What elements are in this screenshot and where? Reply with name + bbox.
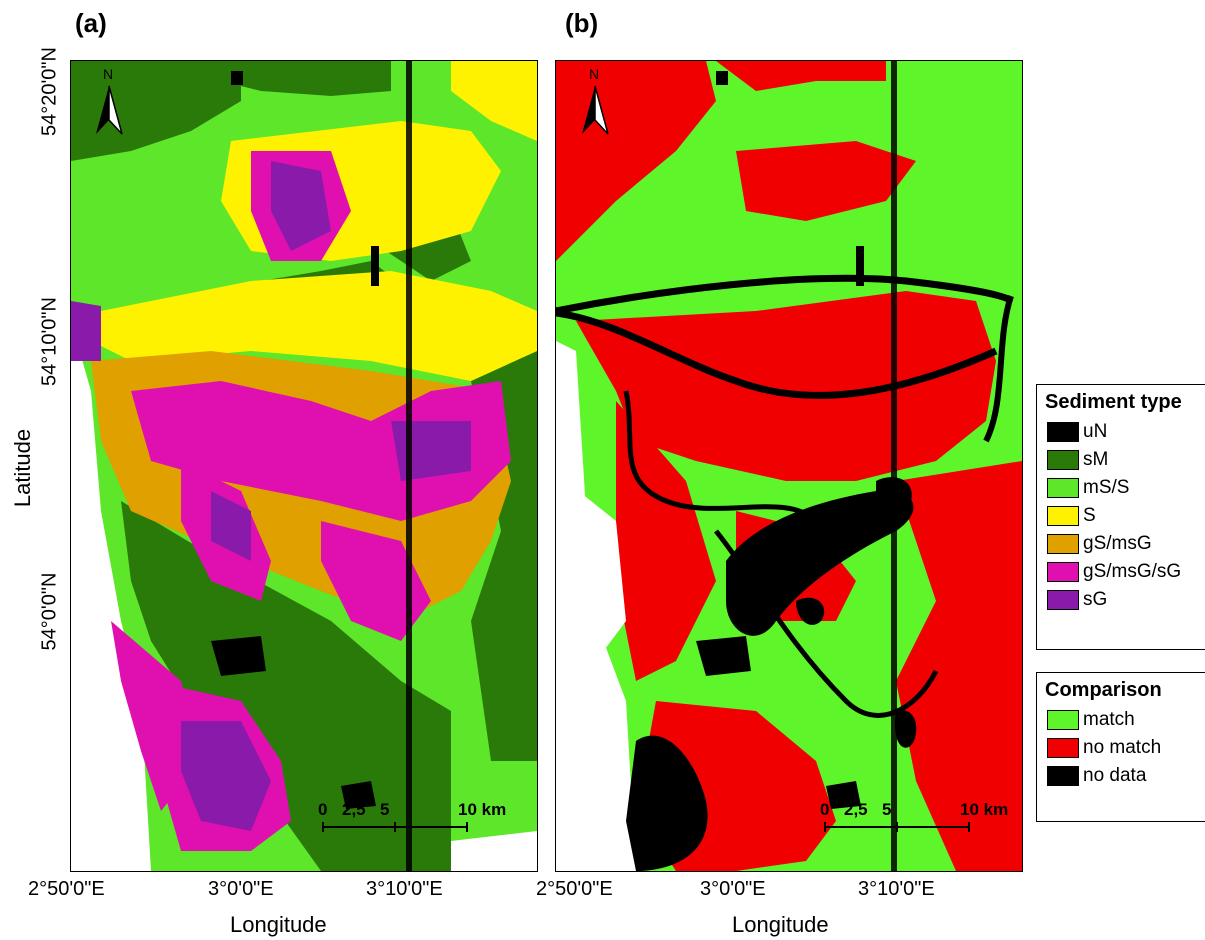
x-axis-title-a: Longitude bbox=[230, 912, 327, 937]
legend-sediment-swatch bbox=[1047, 590, 1079, 610]
panel-b-label: (b) bbox=[565, 8, 599, 38]
map-panel-a bbox=[70, 60, 538, 872]
legend-sediment-swatch bbox=[1047, 534, 1079, 554]
lon-tick-label-3-0: 3°0'0"E bbox=[208, 878, 274, 900]
north-label-b: N bbox=[589, 66, 600, 82]
lon-tick-label-3-10: 3°10'0"E bbox=[858, 878, 935, 900]
legend-comparison-label: no match bbox=[1083, 737, 1162, 758]
legend-comparison-item: no data bbox=[1047, 762, 1205, 790]
legend-sediment-swatch bbox=[1047, 506, 1079, 526]
north-label-a: N bbox=[103, 66, 114, 82]
lon-tick-label-3-0: 3°0'0"E bbox=[700, 878, 766, 900]
legend-sediment-label: uN bbox=[1083, 421, 1108, 442]
panel-a-label: (a) bbox=[75, 8, 107, 38]
legend-sediment-item: S bbox=[1047, 502, 1205, 530]
scale-label-10km: 10 km bbox=[458, 800, 507, 819]
lat-tick-label-10: 54°10'0"N bbox=[38, 297, 61, 386]
legend-sediment-label: mS/S bbox=[1083, 477, 1130, 498]
legend-sediment-item: sG bbox=[1047, 586, 1205, 614]
legend-comparison-swatch bbox=[1047, 710, 1079, 730]
legend-sediment-item: mS/S bbox=[1047, 474, 1205, 502]
legend-sediment-swatch bbox=[1047, 562, 1079, 582]
lon-tick-label-2-50: 2°50'0"E bbox=[28, 878, 105, 900]
scale-label-10km: 10 km bbox=[960, 800, 1009, 819]
legend-comparison-swatch bbox=[1047, 738, 1079, 758]
north-arrow-icon bbox=[582, 85, 609, 135]
legend-comparison-title: Comparison bbox=[1045, 679, 1162, 701]
scale-label-2-5: 2,5 bbox=[844, 800, 868, 819]
legend-comparison: Comparison match no match no data bbox=[1036, 672, 1205, 822]
scale-label-5: 5 bbox=[380, 800, 390, 819]
legend-sediment-title: Sediment type bbox=[1045, 391, 1182, 413]
legend-comparison-label: no data bbox=[1083, 765, 1147, 786]
sediment-map bbox=[71, 61, 537, 871]
legend-sediment-swatch bbox=[1047, 422, 1079, 442]
legend-sediment-swatch bbox=[1047, 450, 1079, 470]
legend-comparison-item: no match bbox=[1047, 734, 1205, 762]
y-axis-title: Latitude bbox=[10, 428, 35, 508]
legend-sediment-item: uN bbox=[1047, 418, 1205, 446]
legend-comparison-item: match bbox=[1047, 706, 1205, 734]
comparison-map bbox=[556, 61, 1022, 871]
lat-tick-label-20: 54°20'0"N bbox=[38, 47, 61, 136]
scale-label-0: 0 bbox=[820, 800, 830, 819]
lat-tick-label-0: 54°0'0"N bbox=[38, 572, 61, 651]
legend-sediment-item: gS/msG bbox=[1047, 530, 1205, 558]
scale-label-0: 0 bbox=[318, 800, 328, 819]
legend-sediment-label: gS/msG/sG bbox=[1083, 561, 1182, 582]
lon-tick-label-2-50: 2°50'0"E bbox=[536, 878, 613, 900]
legend-sediment-label: sG bbox=[1083, 589, 1108, 610]
map-panel-b bbox=[555, 60, 1023, 872]
legend-comparison-swatch bbox=[1047, 766, 1079, 786]
legend-sediment-label: gS/msG bbox=[1083, 533, 1152, 554]
north-arrow-icon bbox=[96, 85, 123, 135]
legend-sediment-item: gS/msG/sG bbox=[1047, 558, 1205, 586]
legend-sediment-label: sM bbox=[1083, 449, 1109, 470]
x-axis-title-b: Longitude bbox=[732, 912, 829, 937]
scale-bar-b: 0 2,5 5 10 km bbox=[820, 800, 1008, 840]
legend-sediment-swatch bbox=[1047, 478, 1079, 498]
legend-sediment-label: S bbox=[1083, 505, 1096, 526]
legend-comparison-label: match bbox=[1083, 709, 1135, 730]
lon-tick-label-3-10: 3°10'0"E bbox=[366, 878, 443, 900]
scale-bar-a: 0 2,5 5 10 km bbox=[318, 800, 506, 840]
scale-label-5: 5 bbox=[882, 800, 892, 819]
legend-sediment-item: sM bbox=[1047, 446, 1205, 474]
scale-label-2-5: 2,5 bbox=[342, 800, 366, 819]
